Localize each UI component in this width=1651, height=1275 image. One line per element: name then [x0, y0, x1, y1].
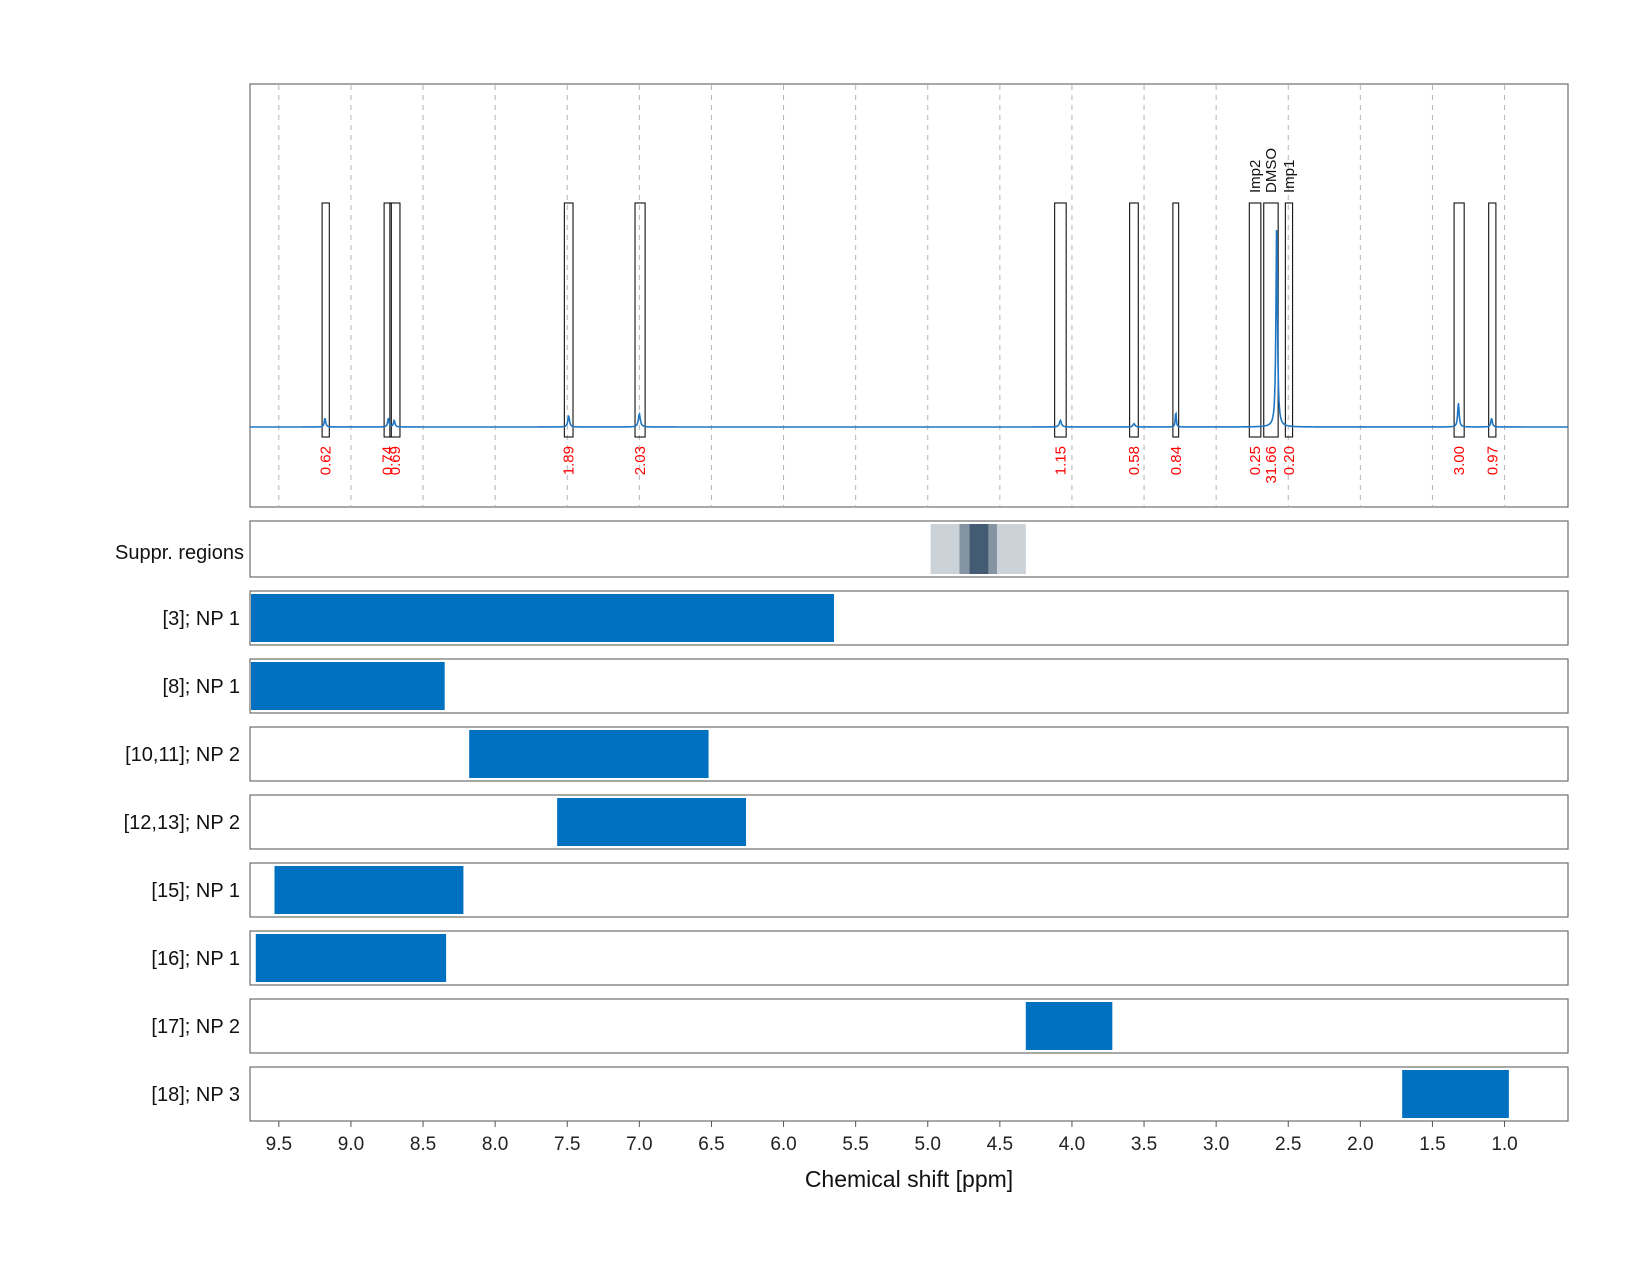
- range-bar: [1402, 1070, 1509, 1118]
- assignment-row: [10,11]; NP 2: [125, 726, 1569, 782]
- grid-lines: [278, 85, 1506, 506]
- integration-regions: 0.62 0.740.69 1.89 2.03 1.15 0.58 0.84 0.25 Imp2…: [318, 148, 1502, 484]
- range-bar: [1025, 1002, 1113, 1050]
- x-tick-label: 4.0: [1059, 1134, 1085, 1155]
- x-tick-label: 2.0: [1347, 1134, 1373, 1155]
- x-tick-label: 3.5: [1131, 1134, 1157, 1155]
- x-tick-label: 8.5: [410, 1134, 436, 1155]
- integration-box: [1129, 202, 1139, 438]
- integral-value: 0.69: [387, 446, 404, 475]
- integration-box: [563, 202, 574, 438]
- signal-annotation: Imp2: [1247, 160, 1264, 193]
- assignment-row: [17]; NP 2: [151, 998, 1569, 1054]
- assignment-rows: [3]; NP 1 [8]; NP 1 [10,11]; NP 2 [12,13]; …: [124, 590, 1569, 1122]
- x-tick-label: 7.0: [626, 1134, 652, 1155]
- signal-annotation: DMSO: [1263, 148, 1280, 193]
- integral-value: 1.89: [561, 446, 578, 475]
- row-frame: [249, 930, 1569, 986]
- spectrum-frame: [249, 83, 1569, 508]
- integration-box: [1248, 202, 1262, 438]
- integration-box: [1453, 202, 1465, 438]
- assignment-row: [16]; NP 1: [151, 930, 1569, 986]
- integration-box: [1172, 202, 1180, 438]
- range-bar: [557, 798, 747, 846]
- integral-value: 31.66: [1263, 446, 1280, 484]
- range-bar: [255, 934, 447, 982]
- row-frame: [249, 862, 1569, 918]
- suppression-region: [969, 524, 989, 574]
- suppression-frame: [249, 520, 1569, 578]
- integral-value: 0.20: [1281, 446, 1298, 475]
- integral-value: 0.74: [380, 446, 397, 475]
- x-tick-label: 2.5: [1275, 1134, 1301, 1155]
- assignment-row: [18]; NP 3: [151, 1066, 1569, 1122]
- integration-box: [1284, 202, 1294, 438]
- row-label: [16]; NP 1: [151, 948, 240, 970]
- row-label: [15]; NP 1: [151, 880, 240, 902]
- row-frame: [249, 726, 1569, 782]
- range-bar: [469, 730, 709, 778]
- assignment-row: [3]; NP 1: [163, 590, 1569, 646]
- integration-box: [1488, 202, 1497, 438]
- integration-box: [383, 202, 392, 438]
- x-axis: Chemical shift [ppm] 9.5 9.0 8.5 8.0 7.5 7.0 6…: [266, 1121, 1518, 1192]
- x-tick-label: 6.0: [770, 1134, 796, 1155]
- x-tick-label: 4.5: [987, 1134, 1013, 1155]
- range-bar: [251, 594, 835, 642]
- x-tick-label: 8.0: [482, 1134, 508, 1155]
- row-frame: [249, 1066, 1569, 1122]
- row-label: [3]; NP 1: [163, 608, 240, 630]
- integration-box: [1054, 202, 1067, 438]
- row-frame: [249, 658, 1569, 714]
- integration-box: [389, 202, 401, 438]
- integral-value: 3.00: [1451, 446, 1468, 475]
- x-tick-label: 1.0: [1491, 1134, 1517, 1155]
- row-label: [10,11]; NP 2: [125, 744, 240, 766]
- integral-value: 0.58: [1126, 446, 1143, 475]
- range-bar: [274, 866, 464, 914]
- integration-box: [321, 202, 330, 438]
- row-frame: [249, 794, 1569, 850]
- x-tick-label: 6.5: [698, 1134, 724, 1155]
- assignment-row: [12,13]; NP 2: [124, 794, 1569, 850]
- integral-value: 2.03: [632, 446, 649, 475]
- suppression-panel: Suppr. regions: [115, 520, 1569, 578]
- x-tick-label: 3.0: [1203, 1134, 1229, 1155]
- assignment-row: [15]; NP 1: [151, 862, 1569, 918]
- spectrum-trace: [250, 229, 1568, 428]
- row-label: [12,13]; NP 2: [124, 812, 240, 834]
- integration-box: [634, 202, 646, 438]
- integral-value: 0.84: [1168, 446, 1185, 475]
- row-label: [18]; NP 3: [151, 1084, 240, 1106]
- integral-value: 0.62: [318, 446, 335, 475]
- x-tick-label: 5.0: [915, 1134, 941, 1155]
- suppression-label: Suppr. regions: [115, 542, 244, 564]
- spectrum-panel: [249, 83, 1569, 508]
- spectrum-line: [250, 229, 1568, 428]
- assignment-row: [8]; NP 1: [163, 658, 1569, 714]
- row-frame: [249, 590, 1569, 646]
- row-label: [17]; NP 2: [151, 1016, 240, 1038]
- x-tick-label: 7.5: [554, 1134, 580, 1155]
- range-bar: [251, 662, 445, 710]
- row-label: [8]; NP 1: [163, 676, 240, 698]
- x-tick-label: 9.5: [266, 1134, 292, 1155]
- integral-value: 1.15: [1052, 446, 1069, 475]
- x-tick-label: 9.0: [338, 1134, 364, 1155]
- integral-value: 0.97: [1484, 446, 1501, 475]
- row-frame: [249, 998, 1569, 1054]
- signal-annotation: Imp1: [1281, 160, 1298, 193]
- x-tick-label: 5.5: [842, 1134, 868, 1155]
- integral-value: 0.25: [1247, 446, 1264, 475]
- x-tick-label: 1.5: [1419, 1134, 1445, 1155]
- x-axis-label: Chemical shift [ppm]: [805, 1166, 1013, 1192]
